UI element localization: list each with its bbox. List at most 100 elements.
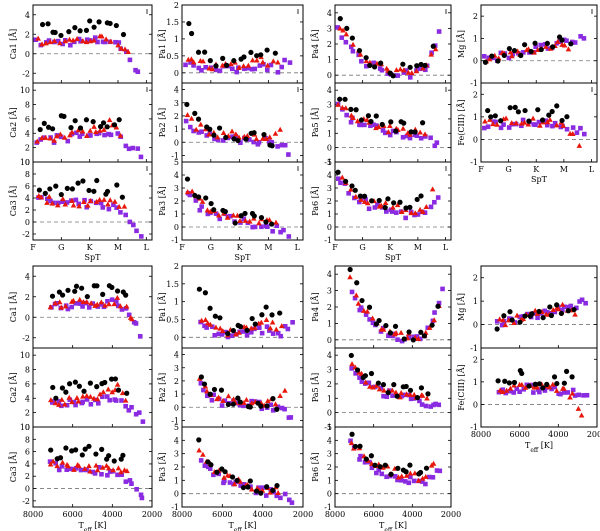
- x-tick-label: 6000: [62, 510, 82, 519]
- data-point-red-triangle: [354, 118, 361, 124]
- data-point-purple-square: [499, 322, 505, 328]
- data-point-red-triangle: [48, 397, 54, 403]
- y-tick-label: 2: [327, 40, 332, 49]
- data-point-purple-square: [257, 63, 263, 68]
- data-point-red-triangle: [559, 301, 566, 307]
- panel-t_pa1: 0 0.5 1 1.5 2 Pa1 [Å]: [158, 1, 304, 84]
- data-point-purple-square: [116, 40, 122, 45]
- y-tick-label: 2: [174, 112, 179, 121]
- data-point-black-circle: [97, 123, 104, 130]
- data-point-purple-square: [119, 307, 125, 312]
- data-point-purple-square: [78, 38, 83, 44]
- data-point-black-circle: [412, 129, 418, 135]
- x-tick-label: L: [443, 243, 449, 252]
- x-tick-label: M: [414, 243, 422, 252]
- data-point-red-triangle: [339, 104, 346, 110]
- data-point-black-circle: [377, 464, 383, 470]
- data-point-black-circle: [269, 312, 275, 318]
- data-point-red-triangle: [537, 122, 543, 128]
- data-point-red-triangle: [91, 123, 97, 129]
- data-point-purple-square: [425, 325, 431, 331]
- data-point-purple-square: [375, 202, 380, 207]
- data-point-purple-square: [363, 197, 368, 202]
- data-point-purple-square: [135, 69, 141, 75]
- data-point-black-circle: [112, 376, 119, 382]
- data-point-purple-square: [578, 34, 583, 39]
- data-point-red-triangle: [560, 122, 567, 128]
- data-point-purple-square: [48, 198, 53, 204]
- data-point-red-triangle: [101, 126, 107, 132]
- data-point-black-circle: [232, 220, 238, 226]
- data-point-red-triangle: [105, 386, 112, 392]
- data-point-black-circle: [373, 113, 379, 119]
- data-point-purple-square: [359, 379, 365, 385]
- data-point-purple-square: [209, 397, 215, 403]
- data-point-red-triangle: [51, 38, 58, 44]
- data-point-purple-square: [82, 197, 87, 203]
- data-point-black-circle: [528, 48, 534, 55]
- y-tick-label: 5: [174, 423, 179, 432]
- y-tick-label: 2: [327, 380, 332, 389]
- y-tick-label: -1: [324, 158, 332, 167]
- data-point-purple-square: [381, 393, 386, 399]
- data-point-purple-square: [286, 234, 292, 239]
- data-point-purple-square: [418, 135, 424, 141]
- data-point-purple-square: [199, 68, 204, 73]
- data-point-purple-square: [552, 384, 557, 390]
- data-point-red-triangle: [123, 303, 130, 309]
- data-point-black-circle: [115, 387, 122, 393]
- data-point-red-triangle: [569, 390, 576, 396]
- data-point-black-circle: [111, 122, 118, 128]
- data-point-black-circle: [109, 284, 115, 290]
- data-point-purple-square: [64, 402, 70, 408]
- data-point-red-triangle: [47, 461, 54, 467]
- data-point-black-circle: [342, 96, 348, 102]
- data-point-purple-square: [126, 312, 132, 318]
- data-point-purple-square: [249, 66, 255, 72]
- data-point-black-circle: [67, 381, 73, 387]
- data-point-black-circle: [269, 143, 275, 149]
- data-point-purple-square: [507, 388, 513, 394]
- data-point-red-triangle: [569, 131, 576, 137]
- data-point-purple-square: [46, 38, 52, 43]
- y-tick-label: 4: [25, 460, 30, 469]
- data-point-purple-square: [106, 206, 112, 212]
- data-point-red-triangle: [245, 62, 252, 68]
- data-point-black-circle: [94, 177, 100, 184]
- data-point-black-circle: [202, 290, 208, 296]
- data-point-purple-square: [359, 58, 364, 64]
- data-point-red-triangle: [94, 467, 101, 473]
- data-point-purple-square: [572, 40, 578, 45]
- y-tick-label: 10: [20, 423, 30, 432]
- data-point-red-triangle: [35, 35, 41, 41]
- data-point-purple-square: [363, 312, 369, 317]
- data-point-purple-square: [65, 138, 71, 144]
- y-tick-label: 0: [174, 490, 179, 499]
- data-point-purple-square: [407, 135, 413, 141]
- data-point-black-circle: [367, 62, 373, 69]
- data-point-red-triangle: [59, 396, 65, 402]
- data-point-red-triangle: [423, 473, 429, 479]
- y-tick-label: 4: [25, 394, 30, 403]
- data-point-red-triangle: [224, 214, 231, 220]
- data-point-purple-square: [204, 393, 210, 399]
- data-point-black-circle: [64, 185, 70, 191]
- data-point-black-circle: [554, 380, 560, 387]
- y-tick-label: 2: [25, 472, 30, 481]
- data-point-black-circle: [359, 297, 365, 304]
- data-point-purple-square: [520, 117, 526, 123]
- data-point-red-triangle: [54, 463, 60, 469]
- data-point-black-circle: [91, 24, 97, 30]
- data-point-purple-square: [238, 140, 243, 145]
- data-point-purple-square: [106, 131, 111, 137]
- data-point-red-triangle: [75, 127, 82, 133]
- data-point-red-triangle: [87, 468, 93, 474]
- y-tick-label: 0: [174, 223, 179, 232]
- data-point-purple-square: [543, 118, 549, 124]
- data-point-purple-square: [395, 337, 400, 342]
- data-point-black-circle: [106, 453, 112, 459]
- data-point-purple-square: [339, 35, 345, 40]
- panel-t_ca1: -2 0 2 4 Ca1 [Å]: [9, 4, 153, 84]
- data-point-black-circle: [391, 382, 397, 388]
- data-point-purple-square: [47, 459, 53, 464]
